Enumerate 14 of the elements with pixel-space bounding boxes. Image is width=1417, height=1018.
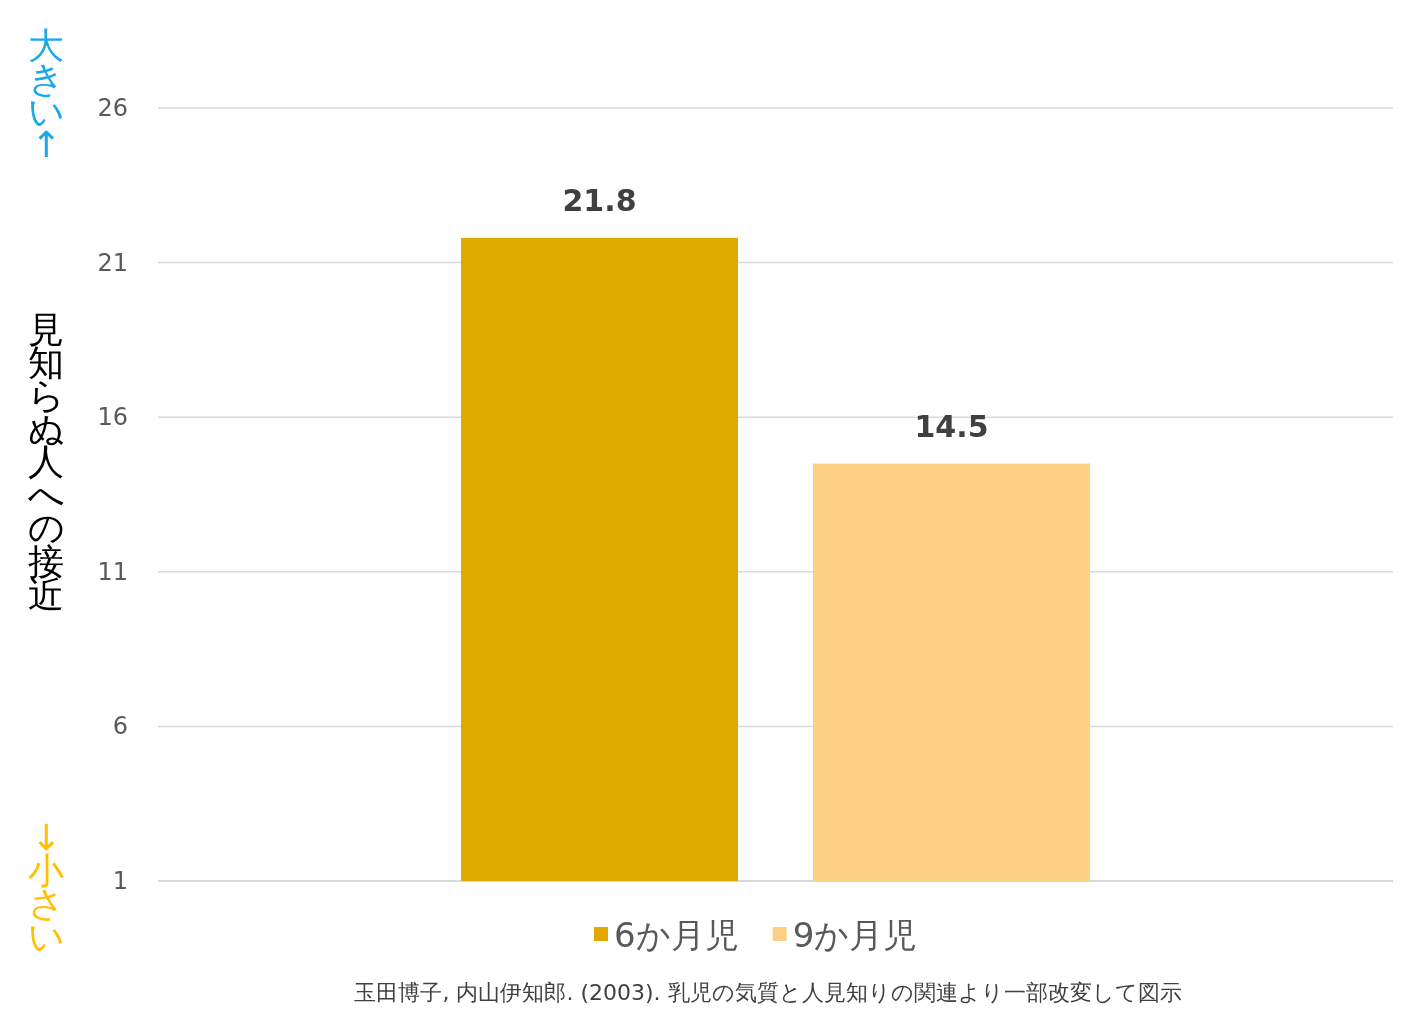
y-tick-label: 16 [97, 403, 128, 432]
y-tick-label: 1 [112, 867, 128, 895]
text: 見知らぬ人への接近 [27, 308, 65, 615]
text: 大きい↑ [27, 24, 65, 166]
y-tick-label: 11 [97, 557, 128, 586]
text: ↓小さい [27, 816, 65, 958]
y-tick-label: 21 [97, 248, 128, 277]
data-label: 21.8 [562, 182, 637, 218]
legend-label: 9か月児 [792, 915, 918, 955]
data-label: 14.5 [914, 408, 989, 444]
text: 玉田博子, 内山伊知郎. (2003). 乳児の気質と人見知りの関連より一部改変して図示 [354, 980, 1182, 1005]
y-tick-label: 26 [97, 94, 128, 122]
y-tick-label: 6 [112, 712, 128, 741]
legend-label: 6か月児 [614, 915, 739, 955]
